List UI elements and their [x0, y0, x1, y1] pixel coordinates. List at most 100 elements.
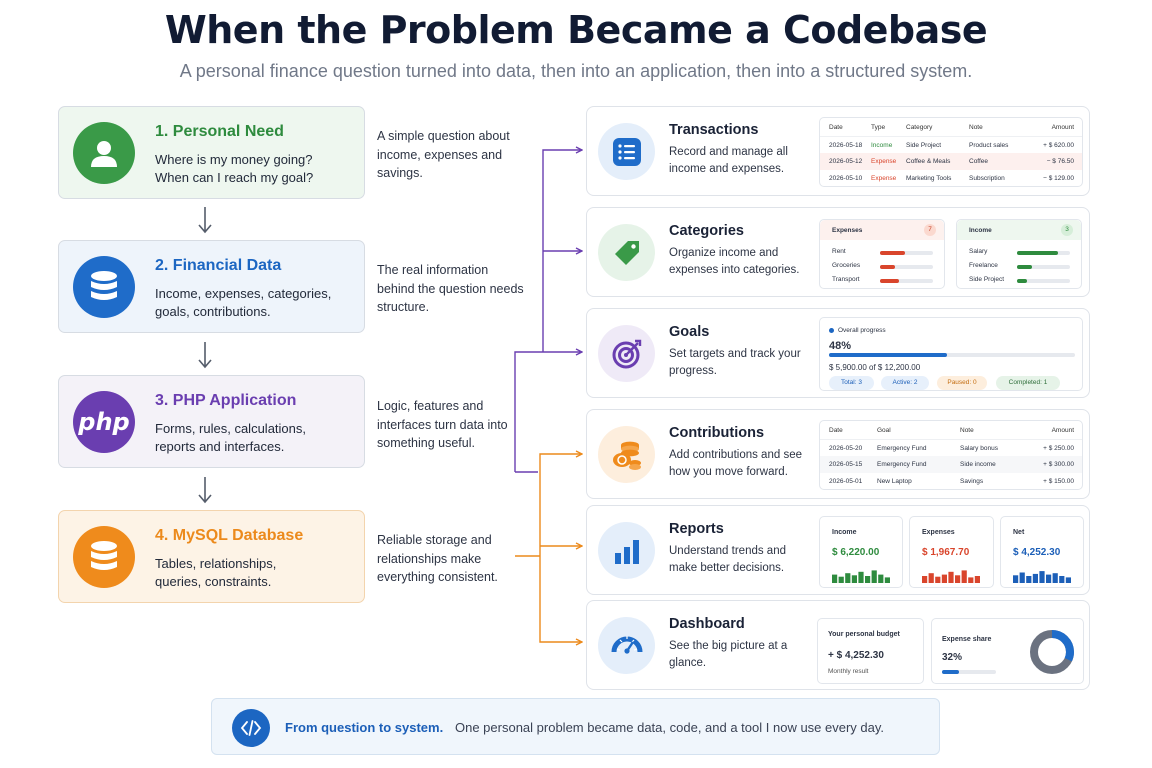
feature-goals: Goals Set targets and track your progres…	[586, 308, 1090, 398]
step-text: Tables, relationships, queries, constrain…	[155, 556, 277, 589]
progress-fill	[829, 353, 948, 357]
mini-bar	[1039, 571, 1045, 583]
mini-bar	[948, 571, 954, 583]
coins-icon	[598, 426, 655, 483]
badge-active: Active: 2	[881, 376, 929, 390]
step-description: The real information behind the question…	[377, 263, 524, 314]
feature-text: Organize income and expenses into catego…	[669, 247, 800, 276]
step-text: Forms, rules, calculations, reports and i…	[155, 421, 306, 454]
database-icon	[73, 256, 135, 318]
table-row: 2026-05-18 Income Side Project Product s…	[820, 136, 1082, 153]
panel-header	[820, 220, 944, 240]
mini-bar	[922, 576, 928, 583]
feature-categories: Categories Organize income and expenses …	[586, 207, 1090, 297]
table-row: 2026-05-20 Emergency Fund Salary bonus +…	[820, 439, 1082, 456]
mini-bar-chart	[1013, 571, 1071, 583]
footer-banner: From question to system. One personal pr…	[211, 698, 940, 755]
table-header: Date Goal Note Amount	[829, 427, 1074, 434]
feature-transactions: Transactions Record and manage all incom…	[586, 106, 1090, 196]
feature-title: Dashboard	[669, 616, 745, 632]
category-row: Freelance	[957, 260, 1081, 274]
footer-text: One personal problem became data, code, …	[455, 720, 885, 735]
arrow-down-icon	[198, 207, 212, 234]
database-icon	[73, 526, 135, 588]
mini-bar	[1013, 575, 1019, 583]
tag-icon	[598, 224, 655, 281]
table-row: 2026-05-10 Expense Marketing Tools Subsc…	[829, 175, 1074, 182]
category-row: Side Project	[957, 274, 1081, 288]
feature-dashboard: Dashboard See the big picture at a glanc…	[586, 600, 1090, 690]
mini-bar	[1019, 572, 1025, 583]
report-card-income: Income $ 6,220.00	[819, 516, 903, 588]
budget-card: Your personal budget + $ 4,252.30 Monthl…	[817, 618, 924, 684]
target-icon	[598, 325, 655, 382]
footer-heading: From question to system.	[285, 720, 444, 735]
feature-text: Understand trends and make better decisi…	[669, 545, 786, 574]
mini-bar-chart	[832, 570, 890, 583]
step-mysql-database: 4. MySQL Database Tables, relationships,…	[58, 510, 365, 603]
mini-bar	[1046, 574, 1052, 583]
user-icon	[73, 122, 135, 184]
expense-share-card: Expense share 32%	[931, 618, 1084, 684]
mini-bar	[928, 573, 934, 583]
category-row: Transport	[820, 274, 944, 288]
gauge-icon	[598, 617, 655, 674]
mini-bar	[1065, 577, 1071, 583]
mini-bar	[1026, 576, 1032, 583]
income-categories-panel: Income 3 Salary Freelance Side Project	[956, 219, 1082, 289]
table-header: Date Type Category Note Amount	[829, 124, 1074, 131]
feature-reports: Reports Understand trends and make bette…	[586, 505, 1090, 595]
expense-share-donut	[1030, 630, 1074, 674]
mini-bar	[941, 574, 947, 583]
feature-title: Contributions	[669, 425, 765, 441]
category-row: Rent	[820, 246, 944, 260]
mini-bar	[1032, 573, 1038, 583]
feature-title: Transactions	[669, 122, 759, 138]
list-icon	[598, 123, 655, 180]
mini-bar	[935, 576, 941, 583]
step-title: 1. Personal Need	[155, 123, 284, 140]
mini-bar	[871, 570, 877, 583]
mini-bar	[832, 574, 838, 583]
feature-contributions: Contributions Add contributions and see …	[586, 409, 1090, 499]
mini-bar	[884, 577, 890, 583]
goals-progress-panel: Overall progress 48% $ 5,900.00 of $ 12,…	[819, 317, 1083, 391]
page-title: When the Problem Became a Codebase	[164, 8, 988, 52]
code-icon	[232, 709, 270, 747]
table-row: 2026-05-15 Emergency Fund Side income + …	[820, 456, 1082, 473]
step-financial-data: 2. Financial Data Income, expenses, cate…	[58, 240, 365, 333]
mini-bar	[878, 574, 884, 583]
progress-track	[829, 353, 1075, 357]
table-row: 2026-05-01 New Laptop Savings + $ 150.00	[829, 478, 1074, 485]
feature-text: See the big picture at a glance.	[669, 640, 788, 669]
panel-header	[957, 220, 1081, 240]
transactions-table: Date Type Category Note Amount 2026-05-1…	[819, 117, 1083, 187]
mini-bar	[955, 575, 961, 583]
share-track	[942, 670, 996, 674]
donut-share	[1030, 630, 1074, 674]
mini-bar	[1052, 573, 1058, 583]
feature-title: Categories	[669, 223, 744, 239]
count-badge: 7	[924, 224, 936, 236]
category-row: Salary	[957, 246, 1081, 260]
feature-text: Add contributions and see how you move f…	[669, 449, 802, 478]
bar-chart-icon	[598, 522, 655, 579]
badge-total: Total: 3	[829, 376, 874, 390]
mini-bar-chart	[922, 570, 980, 583]
mini-bar	[865, 576, 871, 583]
report-card-expenses: Expenses $ 1,967.70	[909, 516, 994, 588]
expenses-categories-panel: Expenses 7 Rent Groceries Transport	[819, 219, 945, 289]
page-subtitle: A personal finance question turned into …	[179, 61, 973, 81]
category-row: Groceries	[820, 260, 944, 274]
mini-bar	[961, 570, 967, 583]
step-text: Income, expenses, categories, goals, cont…	[155, 286, 332, 319]
feature-text: Record and manage all income and expense…	[669, 146, 788, 175]
table-row: 2026-05-12 Expense Coffee & Meals Coffee…	[820, 153, 1082, 170]
mini-bar	[838, 576, 844, 583]
feature-title: Reports	[669, 521, 724, 537]
share-fill	[942, 670, 960, 674]
step-description: A simple question about income, expenses…	[377, 129, 510, 180]
progress-percent: 48%	[829, 340, 852, 352]
dot-icon	[829, 328, 834, 333]
